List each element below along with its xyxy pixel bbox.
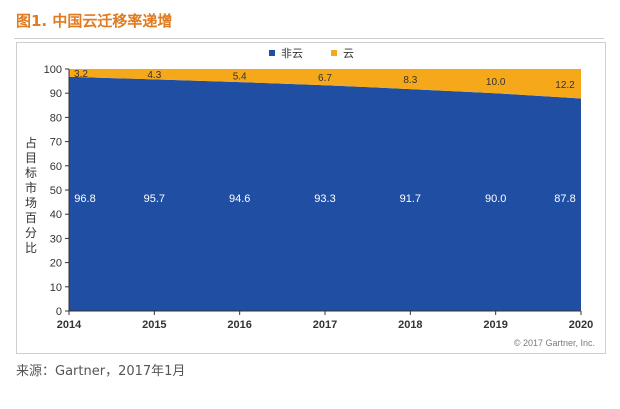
data-label-non-cloud: 87.8 bbox=[554, 193, 575, 205]
data-label-non-cloud: 96.8 bbox=[74, 193, 95, 205]
y-axis-label-char: 百 bbox=[25, 211, 37, 225]
stacked-area-chart: 非云 云 96.8 95.7 94.6 93.3 91.7 90.0 87.8 3.2 4.3 5.… bbox=[25, 47, 595, 348]
y-tick-label: 90 bbox=[50, 88, 62, 100]
legend-swatch bbox=[331, 50, 337, 56]
y-axis-label-char: 场 bbox=[25, 196, 37, 210]
y-tick-label: 70 bbox=[50, 137, 62, 149]
y-tick-label: 60 bbox=[50, 161, 62, 173]
y-tick-label: 30 bbox=[50, 233, 62, 245]
data-label-non-cloud: 90.0 bbox=[485, 193, 506, 205]
chart-frame: 非云 云 96.8 95.7 94.6 93.3 91.7 90.0 87.8 3.2 4.3 5.… bbox=[16, 42, 606, 354]
x-tick-label: 2017 bbox=[313, 319, 337, 331]
x-tick-label: 2015 bbox=[142, 319, 166, 331]
x-tick-label: 2019 bbox=[483, 319, 507, 331]
y-tick-label: 0 bbox=[56, 306, 62, 318]
copyright-note: © 2017 Gartner, Inc. bbox=[514, 338, 595, 348]
x-tick-label: 2016 bbox=[227, 319, 251, 331]
y-tick-label: 40 bbox=[50, 209, 62, 221]
data-label-non-cloud: 94.6 bbox=[229, 193, 250, 205]
data-labels: 96.8 95.7 94.6 93.3 91.7 90.0 87.8 3.2 4.3 5.4 6.7… bbox=[74, 69, 576, 205]
legend-label: 非云 bbox=[281, 47, 303, 60]
y-axis-label-char: 比 bbox=[25, 241, 37, 255]
data-label-cloud: 8.3 bbox=[403, 75, 417, 86]
legend-label: 云 bbox=[343, 48, 354, 60]
title-divider bbox=[14, 38, 604, 39]
data-label-cloud: 10.0 bbox=[486, 77, 506, 88]
y-axis-label-char: 占 bbox=[25, 135, 37, 150]
y-tick-label: 50 bbox=[50, 185, 62, 197]
figure-title: 图1. 中国云迁移率递增 bbox=[16, 12, 173, 30]
y-tick-label: 10 bbox=[50, 282, 62, 294]
x-tick-label: 2020 bbox=[569, 319, 593, 331]
chart-areas bbox=[69, 69, 581, 311]
data-label-cloud: 4.3 bbox=[147, 70, 161, 81]
x-axis: 2014 2015 2016 2017 2018 2019 2020 bbox=[57, 310, 593, 331]
x-tick-label: 2014 bbox=[57, 319, 82, 331]
source-note: 来源：Gartner，2017年1月 bbox=[16, 364, 186, 379]
y-tick-label: 20 bbox=[50, 258, 62, 270]
y-axis-label-char: 标 bbox=[25, 166, 37, 180]
data-label-cloud: 6.7 bbox=[318, 73, 332, 84]
legend-swatch bbox=[269, 50, 275, 56]
y-axis-label-char: 市 bbox=[25, 180, 37, 195]
y-tick-label: 80 bbox=[50, 112, 62, 124]
y-axis: 0 10 20 30 40 50 60 70 80 90 100 bbox=[44, 64, 70, 318]
chart-legend: 非云 云 bbox=[269, 47, 354, 60]
data-label-cloud: 5.4 bbox=[233, 72, 247, 83]
data-label-non-cloud: 93.3 bbox=[314, 193, 335, 205]
area-series-non-cloud bbox=[69, 76, 581, 311]
data-label-cloud: 3.2 bbox=[74, 69, 88, 80]
y-axis-label-char: 分 bbox=[25, 226, 37, 240]
x-tick-label: 2018 bbox=[398, 319, 422, 331]
y-axis-label-char: 目 bbox=[25, 151, 37, 165]
y-tick-label: 100 bbox=[44, 64, 62, 76]
data-label-non-cloud: 91.7 bbox=[400, 193, 421, 205]
data-label-non-cloud: 95.7 bbox=[144, 193, 165, 205]
area-series-cloud bbox=[69, 69, 581, 99]
data-label-cloud: 12.2 bbox=[555, 80, 575, 91]
